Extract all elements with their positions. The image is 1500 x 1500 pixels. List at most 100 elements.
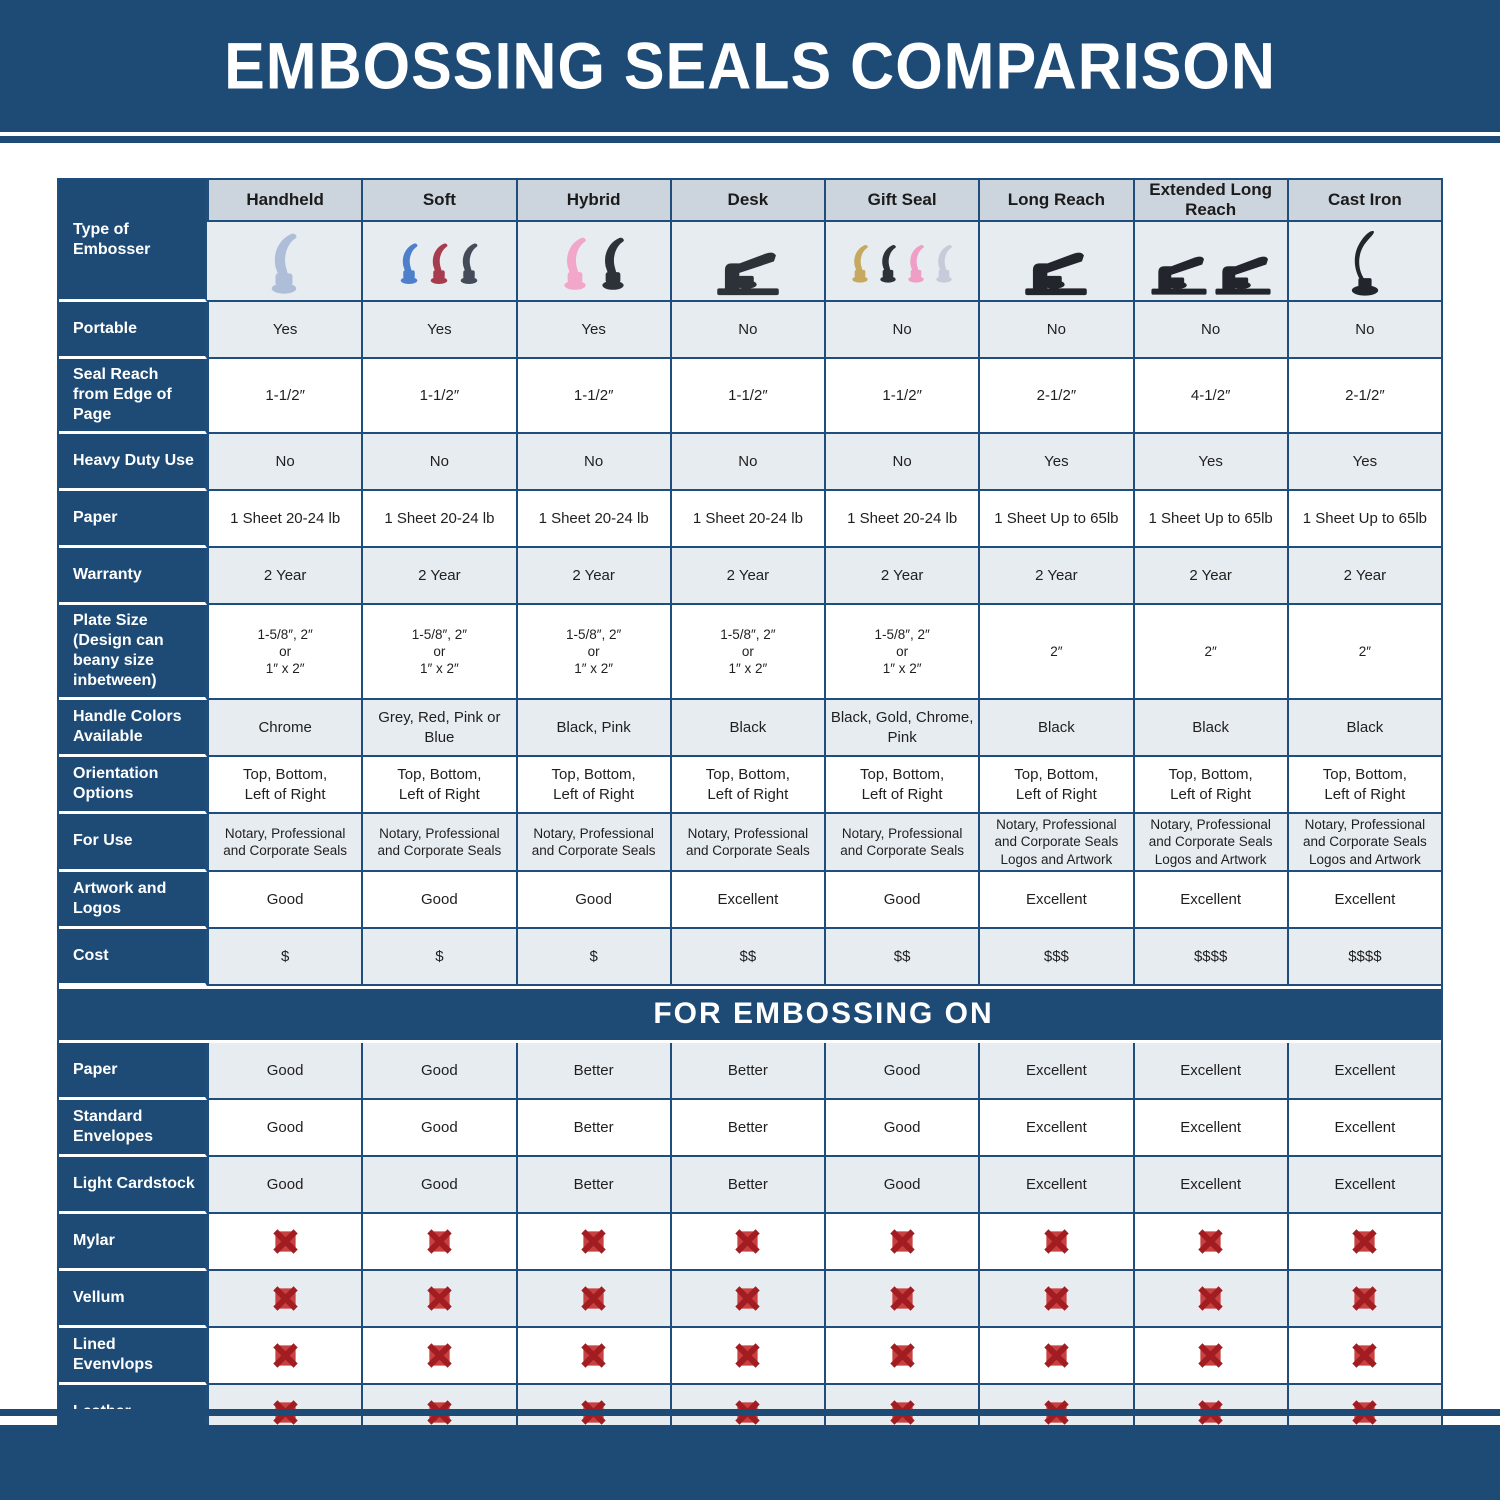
spec-cell: Good xyxy=(361,1099,516,1157)
spec-cell: 2 Year xyxy=(1132,548,1287,605)
column-header-desk: Desk xyxy=(669,180,824,222)
not-suitable-x-icon xyxy=(1139,1342,1283,1369)
spec-cell xyxy=(1286,1270,1441,1328)
not-suitable-x-icon xyxy=(426,1285,453,1312)
gift-seal-embosser-icon xyxy=(931,231,957,297)
title-banner: EMBOSSING SEALS COMPARISON xyxy=(0,0,1500,132)
spec-cell: Better xyxy=(515,1156,670,1214)
spec-cell: 1 Sheet 20-24 lb xyxy=(515,491,670,548)
spec-cell: Excellent xyxy=(1286,1156,1441,1214)
not-suitable-x-icon xyxy=(272,1285,299,1312)
desk-embosser-icon xyxy=(676,225,820,297)
row-label-paper: Paper xyxy=(59,1042,207,1100)
not-suitable-x-icon xyxy=(1351,1228,1378,1255)
not-suitable-x-icon xyxy=(734,1342,761,1369)
spec-cell: 1 Sheet Up to 65lb xyxy=(978,491,1133,548)
gift-seal-embosser-icon xyxy=(903,231,929,297)
header-divider-rule xyxy=(0,136,1500,143)
not-suitable-x-icon xyxy=(1197,1285,1224,1312)
spec-cell: Yes xyxy=(207,302,362,359)
spec-cell xyxy=(978,1213,1133,1271)
spec-cell: Good xyxy=(207,1156,362,1214)
not-suitable-x-icon xyxy=(830,1228,974,1255)
not-suitable-x-icon xyxy=(1197,1228,1224,1255)
table-row: Handle Colors Available Chrome Grey, Red, … xyxy=(59,700,1441,757)
spec-cell: 1-5/8″, 2″ or 1″ x 2″ xyxy=(515,605,670,700)
spec-cell xyxy=(207,1270,362,1328)
spec-cell: Good xyxy=(515,871,670,929)
spec-cell: Top, Bottom, Left of Right xyxy=(1286,757,1441,814)
not-suitable-x-icon xyxy=(272,1342,299,1369)
spec-cell: 2 Year xyxy=(361,548,516,605)
row-label-for-use: For Use xyxy=(59,814,207,872)
spec-cell: $$ xyxy=(669,928,824,986)
spec-cell: No xyxy=(824,434,979,491)
column-header-hybrid: Hybrid xyxy=(515,180,670,222)
spec-cell: Excellent xyxy=(1286,1099,1441,1157)
row-label-mylar: Mylar xyxy=(59,1213,207,1271)
spec-cell: 1-5/8″, 2″ or 1″ x 2″ xyxy=(207,605,362,700)
not-suitable-x-icon xyxy=(1139,1228,1283,1255)
hybrid-embosser-icon xyxy=(522,225,666,297)
embosser-image-row xyxy=(59,222,1441,302)
not-suitable-x-icon xyxy=(889,1342,916,1369)
footer-bar xyxy=(0,1425,1500,1500)
table-row: Paper Good Good Better Better Good Excellent Ex… xyxy=(59,1042,1441,1100)
row-label-handle-colors-available: Handle Colors Available xyxy=(59,700,207,757)
spec-cell: Better xyxy=(669,1042,824,1100)
extended-long-reach-embosser-icon xyxy=(1139,225,1283,297)
spec-cell xyxy=(669,1213,824,1271)
spec-cell: 1 Sheet Up to 65lb xyxy=(1286,491,1441,548)
spec-cell xyxy=(361,1213,516,1271)
spec-cell: Notary, Professional and Corporate Seals xyxy=(824,814,979,872)
footer-divider-rule xyxy=(0,1409,1500,1416)
spec-cell: Good xyxy=(361,1042,516,1100)
not-suitable-x-icon xyxy=(580,1285,607,1312)
spec-cell: $$ xyxy=(824,928,979,986)
row-label-type-of-embosser: Type of Embosser xyxy=(59,180,207,302)
not-suitable-x-icon xyxy=(367,1342,511,1369)
spec-cell: 2″ xyxy=(1286,605,1441,700)
column-header-gift-seal: Gift Seal xyxy=(824,180,979,222)
not-suitable-x-icon xyxy=(426,1342,453,1369)
spec-cell: 2″ xyxy=(978,605,1133,700)
row-label-heavy-duty-use: Heavy Duty Use xyxy=(59,434,207,491)
soft-embosser-icon xyxy=(425,231,453,297)
table-row: Artwork and Logos Good Good Good Excellent Go… xyxy=(59,871,1441,929)
soft-embosser-icon xyxy=(367,225,511,297)
table-row: Heavy Duty Use No No No No No Yes Yes Yes xyxy=(59,434,1441,491)
not-suitable-x-icon xyxy=(984,1285,1128,1312)
table-row: Standard Envelopes Good Good Better Better Go… xyxy=(59,1099,1441,1157)
not-suitable-x-icon xyxy=(367,1228,511,1255)
row-label-standard-envelopes: Standard Envelopes xyxy=(59,1099,207,1157)
handheld-embosser-icon xyxy=(262,231,306,297)
not-suitable-x-icon xyxy=(213,1285,357,1312)
embosser-image-cell xyxy=(1132,222,1287,302)
hybrid-embosser-icon xyxy=(557,231,593,297)
not-suitable-x-icon xyxy=(984,1342,1128,1369)
not-suitable-x-icon xyxy=(522,1285,666,1312)
spec-cell xyxy=(1132,1270,1287,1328)
spec-cell: Notary, Professional and Corporate Seals… xyxy=(1286,814,1441,872)
spec-cell: Excellent xyxy=(978,871,1133,929)
embosser-image-cell xyxy=(207,222,362,302)
table-row: Paper 1 Sheet 20-24 lb 1 Sheet 20-24 lb 1 S… xyxy=(59,491,1441,548)
spec-cell: Excellent xyxy=(1286,1042,1441,1100)
table-row: For Use Notary, Professional and Corporat… xyxy=(59,814,1441,872)
table-row: Lined Evenvlops xyxy=(59,1327,1441,1385)
spec-cell: No xyxy=(361,434,516,491)
spec-cell xyxy=(515,1213,670,1271)
not-suitable-x-icon xyxy=(1351,1342,1378,1369)
spec-cell xyxy=(1286,1327,1441,1385)
spec-cell xyxy=(361,1327,516,1385)
spec-cell: $$$$ xyxy=(1286,928,1441,986)
comparison-table-container: Type of Embosser Handheld Soft Hybrid Desk Gi… xyxy=(57,178,1443,1444)
spec-cell: Better xyxy=(515,1042,670,1100)
row-label-artwork-and-logos: Artwork and Logos xyxy=(59,871,207,929)
embosser-image-cell xyxy=(361,222,516,302)
spec-cell: Excellent xyxy=(1286,871,1441,929)
spec-cell: 1 Sheet Up to 65lb xyxy=(1132,491,1287,548)
spec-cell xyxy=(824,1270,979,1328)
soft-embosser-icon xyxy=(395,231,423,297)
spec-cell: Notary, Professional and Corporate Seals xyxy=(207,814,362,872)
